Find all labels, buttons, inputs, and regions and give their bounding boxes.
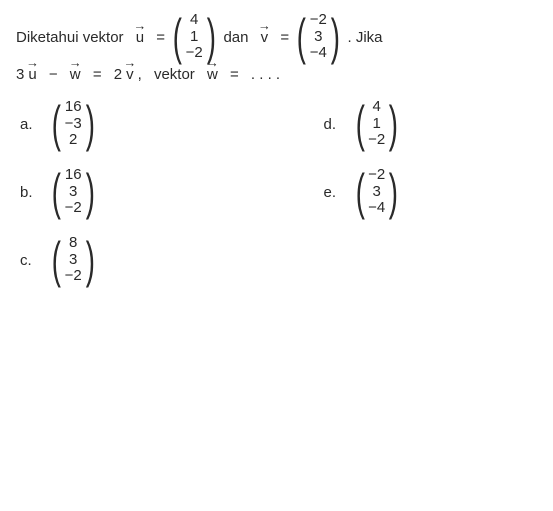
v-vec-1: 3 (314, 29, 322, 46)
d-vec-1: 1 (373, 116, 381, 133)
option-e: e. ( −2 3 −4 ) (324, 167, 538, 217)
coef-2: 2 (114, 64, 122, 85)
v-vector: ( −2 3 −4 ) (293, 12, 343, 62)
w-symbol: w (70, 64, 81, 85)
a-vec-0: 16 (65, 99, 82, 116)
e-vec-1: 3 (373, 184, 381, 201)
option-c: c. ( 8 3 −2 ) (20, 235, 234, 285)
u-vec-0: 4 (190, 12, 198, 29)
option-e-values: −2 3 −4 (368, 167, 385, 217)
option-a-label: a. (20, 114, 38, 135)
u-vector-values: 4 1 −2 (186, 12, 203, 62)
question: Diketahui vektor u = ( 4 1 −2 ) dan v = … (16, 12, 537, 85)
question-line-1: Diketahui vektor u = ( 4 1 −2 ) dan v = … (16, 12, 537, 62)
u-vec-1: 1 (190, 29, 198, 46)
c-vec-2: −2 (65, 268, 82, 285)
option-a-values: 16 −3 2 (65, 99, 82, 149)
c-vec-0: 8 (69, 235, 77, 252)
option-b-label: b. (20, 182, 38, 203)
option-c-label: c. (20, 250, 38, 271)
right-paren: ) (389, 167, 398, 217)
u-symbol: u (136, 27, 144, 48)
options-grid: a. ( 16 −3 2 ) d. ( 4 1 −2 ) b. ( (20, 99, 537, 285)
w-symbol-2: w (207, 64, 218, 85)
right-paren: ) (86, 167, 95, 217)
b-vec-1: 3 (69, 184, 77, 201)
tail-text: . Jika (348, 27, 383, 48)
u-symbol-2: u (28, 64, 36, 85)
e-vec-2: −4 (368, 200, 385, 217)
d-vec-2: −2 (368, 132, 385, 149)
option-b: b. ( 16 3 −2 ) (20, 167, 234, 217)
equals-sign: = (156, 27, 165, 48)
option-d-label: d. (324, 114, 342, 135)
equals-sign-3: = (93, 64, 102, 85)
v-symbol: v (261, 27, 269, 48)
a-vec-2: 2 (69, 132, 77, 149)
option-a-vector: ( 16 −3 2 ) (48, 99, 98, 149)
comma: , (138, 64, 142, 85)
dots: . . . . (251, 64, 280, 85)
option-c-vector: ( 8 3 −2 ) (48, 235, 98, 285)
option-b-values: 16 3 −2 (65, 167, 82, 217)
equals-sign-4: = (230, 64, 239, 85)
u-vec-2: −2 (186, 45, 203, 62)
option-a: a. ( 16 −3 2 ) (20, 99, 234, 149)
option-e-vector: ( −2 3 −4 ) (352, 167, 402, 217)
v-symbol-2: v (126, 64, 134, 85)
left-paren: ( (52, 235, 61, 285)
option-c-values: 8 3 −2 (65, 235, 82, 285)
vektor-word: vektor (154, 64, 195, 85)
b-vec-0: 16 (65, 167, 82, 184)
left-paren: ( (173, 12, 182, 62)
e-vec-0: −2 (368, 167, 385, 184)
a-vec-1: −3 (65, 116, 82, 133)
right-paren: ) (389, 99, 398, 149)
option-d: d. ( 4 1 −2 ) (324, 99, 538, 149)
equals-sign-2: = (280, 27, 289, 48)
c-vec-1: 3 (69, 252, 77, 269)
and-word: dan (223, 27, 248, 48)
question-line-2: 3 u − w = 2 v , vektor w = . . . . (16, 64, 537, 85)
right-paren: ) (86, 235, 95, 285)
right-paren: ) (331, 12, 340, 62)
coef-3: 3 (16, 64, 24, 85)
option-d-vector: ( 4 1 −2 ) (352, 99, 402, 149)
option-b-vector: ( 16 3 −2 ) (48, 167, 98, 217)
option-e-label: e. (324, 182, 342, 203)
v-vec-0: −2 (310, 12, 327, 29)
intro-text: Diketahui vektor (16, 27, 124, 48)
b-vec-2: −2 (65, 200, 82, 217)
minus-sign: − (49, 64, 58, 85)
left-paren: ( (297, 12, 306, 62)
d-vec-0: 4 (373, 99, 381, 116)
left-paren: ( (355, 167, 364, 217)
left-paren: ( (52, 167, 61, 217)
left-paren: ( (52, 99, 61, 149)
right-paren: ) (86, 99, 95, 149)
option-d-values: 4 1 −2 (368, 99, 385, 149)
v-vec-2: −4 (310, 45, 327, 62)
left-paren: ( (355, 99, 364, 149)
v-vector-values: −2 3 −4 (310, 12, 327, 62)
